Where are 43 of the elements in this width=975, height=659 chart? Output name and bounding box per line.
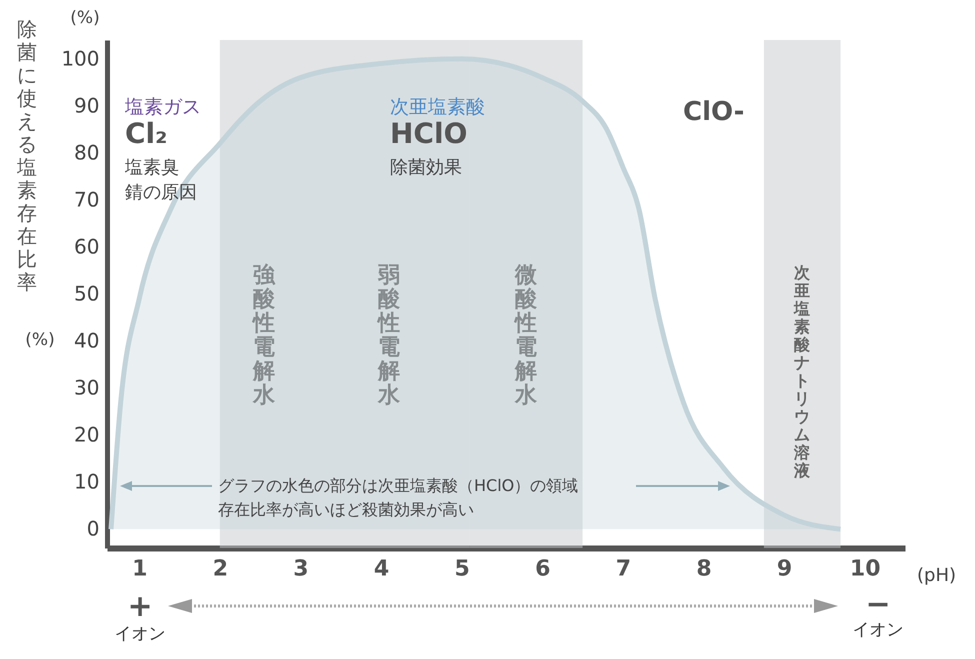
x-tick-label: 2 [212, 556, 228, 582]
text: (%) [25, 330, 55, 350]
y-tick-label: 60 [74, 234, 100, 258]
y-tick-label: 80 [74, 140, 100, 164]
annotation: Cl₂ [125, 117, 168, 150]
x-tick-label: 1 [132, 556, 148, 582]
x-tick-label: 9 [776, 556, 792, 582]
text: 次亜塩素酸ナトリウム溶液 [794, 263, 810, 480]
annotation: ClO- [683, 97, 744, 127]
y-tick-label: 70 [74, 187, 100, 212]
band-label: 強酸性電解水 [251, 263, 276, 408]
text: 除菌に使える塩素存在比率 [17, 17, 37, 294]
y-tick-label: 20 [74, 422, 100, 447]
annotation: 除菌効果 [390, 157, 462, 178]
x-tick-label: 7 [616, 556, 632, 582]
text: + [127, 589, 153, 624]
y-tick-label: 100 [61, 46, 100, 70]
band-label: 弱酸性電解水 [376, 263, 402, 408]
x-tick-label: 3 [293, 556, 309, 582]
text: − [865, 587, 891, 622]
text: イオン [114, 624, 166, 644]
y-tick-label: 40 [74, 328, 100, 353]
annotation: グラフの水色の部分は次亜塩素酸（HClO）の領域 [218, 476, 578, 495]
x-tick-label: 5 [454, 556, 470, 582]
annotation: HClO [390, 117, 468, 150]
annotation: 次亜塩素酸 [390, 96, 485, 118]
x-tick-label: 8 [696, 556, 712, 582]
band-label: 微酸性電解水 [513, 263, 538, 408]
text: (%) [70, 8, 100, 28]
x-tick-label: 6 [535, 556, 550, 582]
text: イオン [852, 620, 904, 640]
x-axis-title: (pH) [917, 565, 956, 586]
y-tick-label: 0 [86, 516, 100, 541]
annotation: 錆の原因 [125, 182, 197, 203]
x-tick-label: 10 [850, 556, 881, 582]
annotation: 存在比率が高いほど殺菌効果が高い [218, 500, 474, 519]
annotation: 塩素臭 [124, 157, 179, 178]
x-tick-label: 4 [374, 556, 390, 582]
annotation: 塩素ガス [124, 96, 201, 118]
y-tick-label: 30 [74, 376, 100, 400]
y-tick-label: 90 [74, 93, 100, 118]
y-tick-label: 50 [74, 282, 100, 306]
y-tick-label: 10 [74, 470, 100, 494]
